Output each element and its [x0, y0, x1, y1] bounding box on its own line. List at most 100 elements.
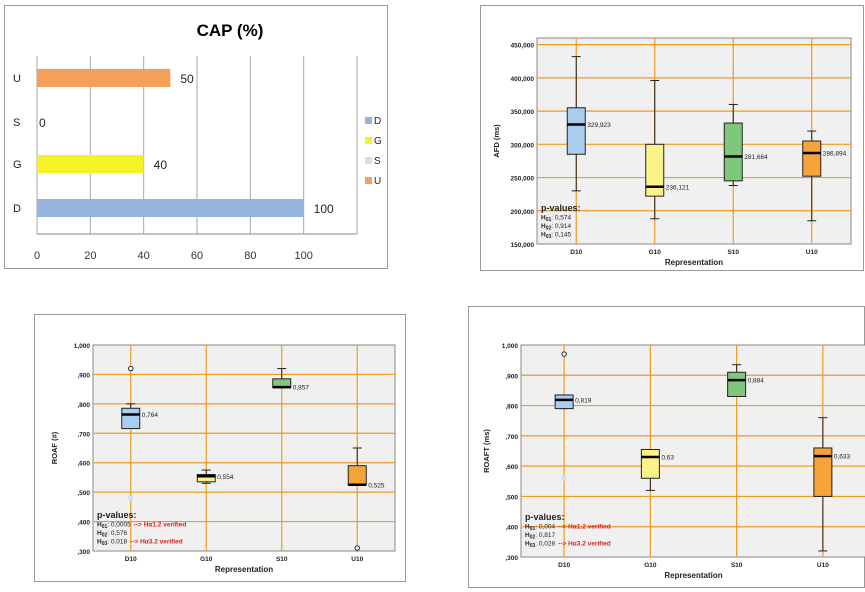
y-tick-label: 250,000 [511, 176, 535, 183]
box-G10 [641, 449, 659, 478]
x-tick-label: 60 [191, 250, 203, 262]
afd-box-plot: 150,000 200,000 250,000 300,000 350,000 400,0… [481, 6, 863, 270]
x-axis-label: Representation [215, 565, 273, 574]
legend-swatch-D [365, 117, 372, 124]
x-tick-label: G10 [200, 556, 213, 563]
x-tick-label: S10 [276, 556, 288, 563]
legend-swatch-U [365, 177, 372, 184]
median-label-U10: 0,525 [368, 482, 385, 489]
roaf-chart-panel: ,300 ,400 ,500 ,600 ,700 ,800 ,900 1,000 0,764 D1… [34, 314, 406, 582]
y-category-label: S [13, 117, 20, 129]
legend-swatch-G [365, 137, 372, 144]
median-label-U10: 0,633 [834, 454, 851, 461]
roaft-chart-panel: ,300 ,400 ,500 ,600 ,700 ,800 ,900 1,000 0,819 D1… [468, 306, 865, 588]
x-tick-label: D10 [570, 249, 582, 256]
y-tick-label: ,700 [77, 431, 90, 438]
chart-title: CAP (%) [197, 21, 264, 40]
median-label-G10: 236,121 [666, 184, 690, 191]
y-tick-label: 350,000 [511, 109, 535, 116]
roaf-box-plot: ,300 ,400 ,500 ,600 ,700 ,800 ,900 1,000 0,764 D1… [35, 315, 405, 581]
data-label-G: 40 [154, 158, 168, 172]
y-tick-label: ,600 [505, 464, 518, 471]
median-label-G10: 0,554 [217, 474, 234, 481]
box-S10 [724, 123, 742, 181]
y-category-label: D [13, 203, 21, 215]
y-tick-label: ,400 [505, 525, 518, 532]
data-label-D: 100 [314, 202, 334, 216]
x-tick-label: D10 [125, 556, 137, 563]
y-tick-label: 200,000 [511, 209, 535, 216]
box-U10 [348, 466, 366, 485]
x-tick-label: 40 [138, 250, 150, 262]
x-tick-label: S10 [731, 562, 743, 569]
x-tick-label: U10 [806, 249, 818, 256]
x-tick-label: G10 [644, 562, 657, 569]
legend-swatch-S [365, 157, 372, 164]
median-label-G10: 0,63 [661, 455, 674, 462]
median-label-S10: 0,884 [748, 378, 765, 385]
median-label-D10: 329,923 [587, 122, 611, 129]
x-axis-label: Representation [664, 571, 722, 580]
x-tick-label: S10 [727, 249, 739, 256]
median-label-D10: 0,819 [575, 397, 592, 404]
y-category-label: U [13, 73, 21, 85]
data-label-S: 0 [39, 116, 46, 130]
legend-label-S: S [374, 156, 381, 167]
x-tick-label: 20 [84, 250, 96, 262]
cap-chart-panel: CAP (%) 0 20 40 60 80 100 U 50 S 0 G 40 D 100 D G S U [4, 5, 388, 269]
y-category-label: G [13, 159, 22, 171]
y-tick-label: ,700 [505, 434, 518, 441]
plot-area [93, 345, 395, 551]
roaft-box-plot: ,300 ,400 ,500 ,600 ,700 ,800 ,900 1,000 0,819 D1… [469, 307, 865, 587]
bar-G [37, 155, 144, 173]
y-tick-label: 150,000 [511, 242, 535, 249]
box-D10 [555, 395, 573, 409]
y-tick-label: ,400 [77, 520, 90, 527]
y-tick-label: 400,000 [511, 76, 535, 83]
pvalues-title: p-values: [541, 203, 581, 213]
outlier-point [562, 476, 566, 480]
x-tick-label: 100 [294, 250, 312, 262]
median-label-U10: 286,894 [823, 151, 847, 158]
legend-label-G: G [374, 136, 382, 147]
x-tick-label: U10 [351, 556, 363, 563]
x-tick-label: G10 [649, 249, 662, 256]
pvalues-title: p-values: [97, 510, 137, 520]
y-tick-label: ,900 [505, 373, 518, 380]
legend-label-D: D [374, 116, 381, 127]
y-tick-label: ,300 [505, 555, 518, 562]
x-tick-label: 80 [244, 250, 256, 262]
afd-chart-panel: 150,000 200,000 250,000 300,000 350,000 400,0… [480, 5, 864, 271]
box-D10 [122, 408, 140, 428]
pvalues-title: p-values: [525, 512, 565, 522]
y-tick-label: 1,000 [502, 343, 519, 350]
y-tick-label: ,800 [77, 402, 90, 409]
outlier-point [129, 496, 133, 500]
box-U10 [803, 141, 821, 176]
y-tick-label: ,600 [77, 461, 90, 468]
outlier-point [355, 546, 359, 550]
y-tick-label: ,900 [77, 372, 90, 379]
y-axis-label: ROAF (#) [50, 431, 59, 464]
data-label-U: 50 [180, 72, 194, 86]
y-tick-label: 300,000 [511, 142, 535, 149]
x-axis-label: Representation [665, 258, 723, 267]
y-axis-label: AFD (ms) [492, 124, 501, 158]
box-D10 [567, 108, 585, 155]
y-axis-label: ROAFT (ms) [482, 429, 491, 473]
median-label-D10: 0,764 [142, 412, 159, 419]
bar-D [37, 199, 304, 217]
y-tick-label: 450,000 [511, 43, 535, 50]
outlier-point [562, 352, 566, 356]
box-G10 [646, 144, 664, 196]
bar-U [37, 69, 170, 87]
x-tick-label: D10 [558, 562, 570, 569]
box-S10 [728, 372, 746, 396]
y-tick-label: 1,000 [74, 343, 91, 350]
median-label-S10: 281,664 [744, 154, 768, 161]
y-tick-label: ,800 [505, 404, 518, 411]
x-tick-label: U10 [817, 562, 829, 569]
y-tick-label: ,500 [77, 490, 90, 497]
y-tick-label: ,500 [505, 494, 518, 501]
